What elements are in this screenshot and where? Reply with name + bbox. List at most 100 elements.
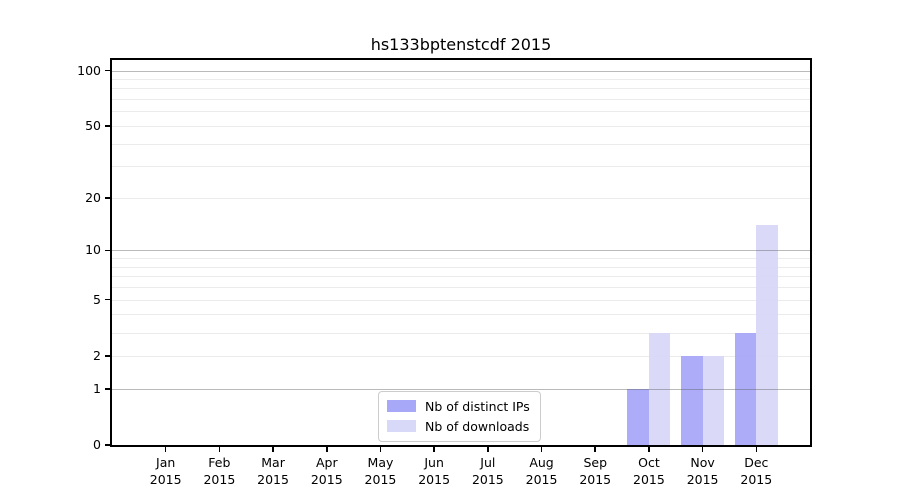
x-axis-tick-label: Dec 2015 [716, 454, 796, 488]
y-axis-tick-label: 1 [93, 380, 101, 396]
gridline-major [112, 388, 810, 390]
x-tick-month: May [367, 455, 394, 470]
x-tick-year: 2015 [633, 472, 665, 487]
legend-label: Nb of downloads [425, 418, 530, 434]
x-axis-tick-label: Oct 2015 [609, 454, 689, 488]
y-axis-tick-mark [105, 125, 111, 127]
bar-distinct-ips [681, 355, 703, 445]
x-tick-year: 2015 [579, 472, 612, 487]
legend-swatch-downloads [387, 420, 416, 432]
x-axis-tick-mark [433, 446, 435, 452]
y-axis-tick-label: 10 [85, 242, 101, 258]
x-tick-year: 2015 [149, 472, 182, 487]
y-axis-tick-mark [105, 355, 111, 357]
x-axis-tick-label: Jul 2015 [448, 454, 528, 488]
gridline-minor [112, 276, 810, 278]
gridlines-overlay-layer [112, 60, 810, 445]
gridline-minor [112, 143, 810, 145]
y-axis-tick-mark [105, 69, 111, 72]
x-axis-tick-label: Nov 2015 [663, 454, 743, 488]
y-axis-tick-label: 100 [77, 62, 101, 78]
x-tick-year: 2015 [471, 472, 504, 487]
gridline-major [112, 70, 810, 72]
y-axis-tick-label: 0 [93, 437, 101, 452]
x-tick-month: Aug [529, 455, 554, 470]
gridline-minor [112, 355, 810, 357]
x-axis-tick-mark [540, 446, 543, 452]
x-axis-tick-label: Jun 2015 [394, 454, 474, 488]
gridline-minor [112, 332, 810, 334]
legend-swatch-distinct-ips [387, 400, 416, 412]
gridline-minor [112, 125, 810, 127]
x-axis-tick-mark [325, 446, 328, 452]
x-axis-tick-label: Mar 2015 [233, 454, 313, 488]
x-axis-tick-mark [755, 446, 758, 452]
gridline-minor [112, 314, 810, 316]
x-tick-year: 2015 [418, 472, 451, 487]
y-axis-tick-mark [105, 298, 111, 301]
x-tick-month: Dec [744, 455, 769, 470]
y-axis-tick-label: 50 [85, 117, 101, 133]
bar-distinct-ips [734, 332, 757, 445]
chart-title: hs133bptenstcdf 2015 [370, 35, 552, 54]
x-axis-tick-mark [164, 446, 167, 452]
x-tick-year: 2015 [364, 472, 397, 487]
x-tick-month: Oct [638, 455, 660, 470]
y-axis-tick-label: 20 [85, 189, 101, 205]
legend-item: Nb of distinct IPs [387, 397, 530, 415]
y-axis-tick-label: 2 [93, 347, 101, 363]
x-axis-tick-label: Jan 2015 [126, 454, 206, 488]
x-axis-tick-mark [701, 446, 704, 452]
x-tick-month: Apr [315, 455, 338, 470]
x-tick-month: Jan [156, 455, 176, 470]
x-axis-tick-label: May 2015 [340, 454, 420, 488]
gridline-minor [112, 78, 810, 80]
y-axis-tick-mark [105, 387, 111, 390]
y-axis-tick-label: 5 [93, 291, 101, 307]
x-tick-year: 2015 [686, 472, 719, 487]
x-tick-year: 2015 [525, 472, 558, 487]
gridline-minor [112, 166, 810, 168]
legend-item: Nb of downloads [387, 417, 530, 435]
bar-distinct-ips [627, 388, 649, 445]
bar-downloads [756, 225, 778, 445]
bars-layer [112, 60, 810, 445]
x-axis-tick-label: Sep 2015 [555, 454, 635, 488]
legend-label: Nb of distinct IPs [425, 398, 530, 414]
gridline-minor [112, 197, 810, 199]
gridline-minor [112, 299, 810, 301]
gridline-minor [112, 287, 810, 289]
x-axis-tick-mark [218, 446, 221, 452]
x-axis-tick-mark [648, 446, 650, 452]
x-tick-year: 2015 [310, 472, 343, 487]
gridline-minor [112, 258, 810, 260]
legend-items: Nb of distinct IPs Nb of downloads [387, 397, 530, 435]
gridline-minor [112, 266, 810, 268]
bar-downloads [702, 355, 725, 445]
bar-downloads [648, 332, 671, 445]
x-axis-tick-mark [487, 446, 489, 452]
x-axis-tick-label: Apr 2015 [287, 454, 367, 488]
x-tick-year: 2015 [203, 472, 236, 487]
x-axis-tick-mark [272, 446, 274, 452]
x-axis-tick-mark [379, 446, 382, 452]
legend: Nb of distinct IPs Nb of downloads [378, 391, 541, 442]
x-tick-month: Jul [480, 455, 496, 470]
x-tick-month: Sep [583, 455, 607, 470]
y-axis-tick-mark [105, 444, 111, 446]
gridlines-layer [112, 60, 810, 445]
x-tick-month: Mar [261, 455, 285, 470]
gridline-minor [112, 111, 810, 113]
y-axis-tick-mark [105, 197, 111, 199]
x-tick-month: Feb [208, 455, 231, 470]
x-axis-tick-label: Aug 2015 [502, 454, 582, 488]
x-tick-month: Nov [690, 455, 715, 470]
x-tick-year: 2015 [740, 472, 773, 487]
gridline-minor [112, 88, 810, 90]
x-tick-month: Jun [424, 455, 444, 470]
x-tick-year: 2015 [257, 472, 289, 487]
y-axis-tick-mark [105, 249, 111, 252]
gridline-major [112, 250, 810, 252]
gridline-minor [112, 99, 810, 101]
